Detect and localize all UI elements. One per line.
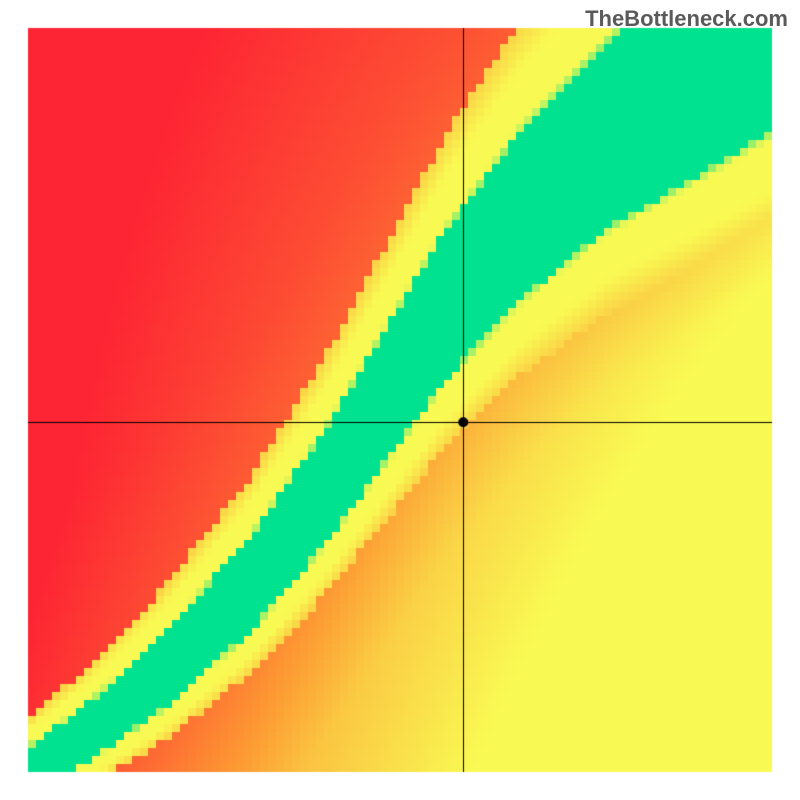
- chart-container: TheBottleneck.com: [0, 0, 800, 800]
- attribution-label: TheBottleneck.com: [585, 6, 788, 32]
- bottleneck-heatmap: [0, 0, 800, 800]
